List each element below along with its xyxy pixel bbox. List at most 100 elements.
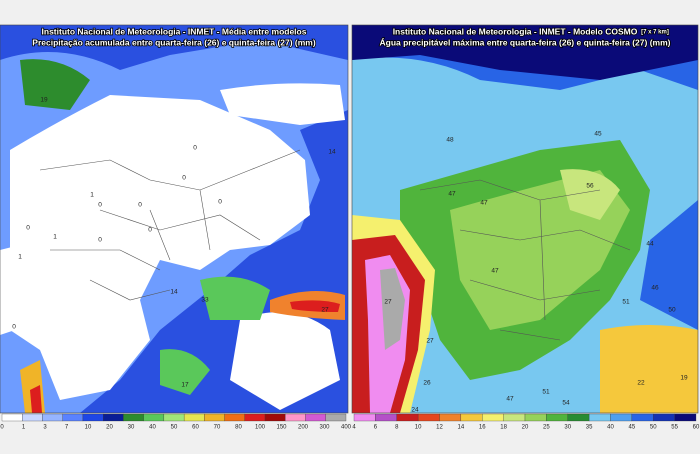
colorbar-label: 400 (341, 425, 352, 431)
map-label: 22 (637, 380, 645, 387)
map-label: 1 (18, 254, 22, 261)
colorbar-label: 30 (564, 425, 571, 431)
colorbar-swatch (143, 413, 165, 422)
colorbar-label: 40 (149, 425, 156, 431)
colorbar-swatch (22, 413, 43, 422)
colorbar-swatch (439, 413, 462, 422)
right-subtitle: Água precipitável máxima entre quarta-fe… (380, 37, 671, 47)
colorbar-swatch (546, 413, 568, 422)
colorbar-swatch (631, 413, 654, 422)
colorbar-swatch (396, 413, 419, 422)
colorbar-label: 4 (352, 425, 356, 431)
colorbar-label: 55 (671, 425, 678, 431)
map-label: 1 (90, 192, 94, 199)
colorbar-swatch (224, 413, 245, 422)
colorbar-label: 6 (374, 425, 378, 431)
right-title: Instituto Nacional de Meteorologia - INM… (393, 26, 638, 36)
colorbar-label: 25 (543, 425, 550, 431)
colorbar-label: 10 (415, 425, 422, 431)
map-label: 0 (182, 175, 186, 182)
colorbar-swatch (82, 413, 104, 422)
colorbar-label: 150 (276, 425, 287, 431)
right-title-note: [7 x 7 km] (641, 30, 669, 36)
colorbar-label: 50 (650, 425, 657, 431)
map-label: 44 (646, 241, 654, 248)
colorbar-swatch (325, 413, 347, 422)
colorbar-label: 70 (214, 425, 221, 431)
map-label: 47 (506, 396, 514, 403)
colorbar-swatch (204, 413, 225, 422)
map-label: 54 (562, 400, 570, 407)
colorbar-swatch (567, 413, 590, 422)
map-label: 14 (170, 289, 178, 296)
map-label: 0 (26, 225, 30, 232)
colorbar-swatch (62, 413, 84, 422)
map-label: 26 (423, 380, 431, 387)
map-label: 27 (384, 299, 392, 306)
colorbar-swatch (103, 413, 124, 422)
map-label: 0 (12, 324, 16, 331)
map-label: 24 (411, 407, 419, 414)
left-map (0, 25, 348, 413)
colorbar-label: 35 (586, 425, 593, 431)
colorbar-label: 100 (255, 425, 266, 431)
map-label: 51 (622, 299, 630, 306)
colorbar-label: 18 (500, 425, 507, 431)
left-frame (0, 24, 349, 414)
map-label: 19 (40, 97, 48, 104)
colorbar-label: 12 (436, 425, 443, 431)
map-label: 14 (328, 149, 336, 156)
left-subtitle: Precipitação acumulada entre quarta-feir… (32, 37, 316, 47)
map-label: 17 (181, 382, 189, 389)
colorbar-label: 1 (22, 425, 26, 431)
map-label: 45 (594, 131, 602, 138)
colorbar-swatch (417, 413, 440, 422)
colorbar-swatch (653, 413, 675, 422)
colorbar-label: 300 (319, 425, 330, 431)
map-label: 27 (426, 338, 434, 345)
map-label: 48 (446, 137, 454, 144)
map-label: 51 (542, 389, 550, 396)
map-label: 0 (193, 145, 197, 152)
colorbar-label: 20 (522, 425, 529, 431)
colorbar-label: 45 (629, 425, 636, 431)
colorbar-label: 0 (0, 425, 4, 431)
colorbar-label: 60 (192, 425, 199, 431)
colorbar-label: 50 (171, 425, 178, 431)
colorbar-label: 80 (235, 425, 242, 431)
colorbar-label: 7 (65, 425, 69, 431)
colorbar-label: 40 (607, 425, 614, 431)
map-label: 33 (201, 297, 209, 304)
colorbar-label: 3 (43, 425, 47, 431)
colorbar-label: 60 (693, 425, 700, 431)
colorbar-swatch (482, 413, 504, 422)
colorbar-swatch (588, 413, 611, 422)
right-map (352, 25, 698, 413)
colorbar-swatch (42, 413, 63, 422)
right-frame (351, 24, 699, 414)
map-label: 0 (138, 202, 142, 209)
colorbar-swatch (163, 413, 185, 422)
colorbar-swatch (1, 413, 23, 422)
colorbar-label: 30 (128, 425, 135, 431)
map-label: 1 (53, 234, 57, 241)
map-label: 27 (321, 307, 329, 314)
colorbar-label: 8 (395, 425, 399, 431)
colorbar-label: 200 (298, 425, 309, 431)
colorbar-swatch (375, 413, 397, 422)
colorbar-label: 16 (479, 425, 486, 431)
colorbar-swatch (503, 413, 526, 422)
map-label: 47 (480, 200, 488, 207)
colorbar-swatch (244, 413, 266, 422)
map-label: 47 (491, 268, 499, 275)
map-label: 0 (98, 237, 102, 244)
colorbar-swatch (305, 413, 326, 422)
left-title: Instituto Nacional de Meteorologia - INM… (42, 26, 307, 36)
colorbar-swatch (183, 413, 205, 422)
map-label: 0 (98, 202, 102, 209)
map-label: 50 (668, 307, 676, 314)
colorbar-swatch (674, 413, 697, 422)
colorbar-swatch (123, 413, 144, 422)
colorbar-swatch (353, 413, 376, 422)
